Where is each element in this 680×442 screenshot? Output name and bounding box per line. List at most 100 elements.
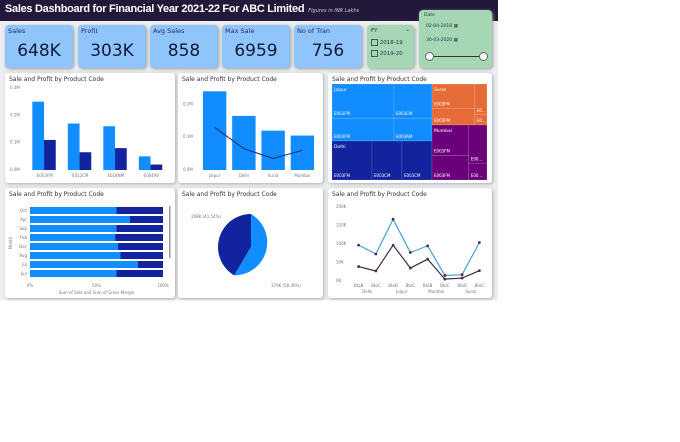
data-point: [357, 265, 361, 268]
x-axis-title: Sum of Sale and Sum of Gross Margin: [59, 290, 135, 295]
series-line: [358, 244, 480, 280]
data-point: [391, 243, 395, 247]
start-date-input[interactable]: 02-04-2018 ▦: [426, 24, 458, 29]
y-tick-label: 0.2M: [10, 112, 20, 117]
x-tick-label: E003FM: [37, 173, 53, 178]
date-label: Date: [424, 13, 435, 18]
kpi-label: Sales: [8, 27, 26, 35]
x-tick-label: 0%: [27, 283, 34, 288]
x-tick-label: BtoB: [457, 283, 467, 288]
chart-title: Sale and Profit by Product Code: [9, 76, 104, 83]
y-tick-label: Dec: [19, 244, 27, 249]
line-chart-channel: 0K 50K 100K 150K 200K BtoB BtoC BtoB BtoC BtoB Bto…: [336, 204, 485, 294]
date-slicer: Date 02-04-2018 ▦ 30-03-2020 ▦: [419, 10, 492, 68]
treemap-tile: [393, 83, 433, 119]
group-label: Mumbai: [434, 128, 452, 134]
group-label: Jaipur: [395, 289, 408, 294]
tile-label: E003FM: [434, 102, 450, 107]
end-date: 30-03-2020: [426, 38, 453, 43]
y-tick-label: 0.0M: [10, 167, 20, 172]
margin-bar: [129, 216, 163, 223]
end-date-input[interactable]: 30-03-2020 ▦: [426, 38, 458, 43]
tile-label: E003FM: [334, 134, 350, 139]
sales-bar: [30, 234, 116, 241]
margin-bar: [116, 225, 163, 232]
dashboard: Sales Dashboard for Financial Year 2021-…: [0, 0, 498, 300]
chart-title: Sale and Profit by Product Code: [332, 76, 427, 83]
kpi-sales: Sales 648K: [5, 25, 73, 68]
y-tick-label: Aug: [19, 253, 27, 258]
y-tick-label: Oct: [20, 208, 27, 213]
sales-bar: [261, 130, 285, 170]
x-tick-label: BtoC: [475, 283, 485, 288]
y-tick-label: 0.1M: [10, 140, 20, 145]
sales-bar: [30, 225, 117, 232]
slice-label: 379K (58.46%): [271, 283, 301, 288]
sales-bar: [67, 123, 80, 170]
y-tick-label: Feb: [20, 235, 28, 240]
data-point: [408, 266, 412, 270]
y-tick-label: 0.1M: [183, 134, 193, 139]
margin-bar: [120, 252, 163, 259]
group-label: Mumbai: [428, 289, 444, 294]
profit-bar: [115, 148, 127, 170]
kpi-profit: Profit 303K: [78, 25, 146, 68]
kpi-value: 303K: [90, 41, 134, 61]
fy-option-2019-20[interactable]: 2019-20: [371, 50, 403, 57]
chart-title: Sale and Profit by Product Code: [332, 191, 427, 198]
title-bar: Sales Dashboard for Financial Year 2021-…: [0, 0, 498, 21]
scrollbar[interactable]: [169, 206, 171, 258]
checkbox[interactable]: [371, 50, 378, 57]
data-point: [408, 251, 412, 254]
profit-bar: [79, 152, 92, 170]
y-tick-label: 0K: [336, 278, 342, 283]
sales-bar: [290, 135, 315, 170]
kpi-value: 756: [311, 41, 345, 61]
chevron-down-icon[interactable]: ⌄: [405, 27, 410, 33]
x-tick-label: E018NM: [107, 173, 124, 178]
stacked-bar-chart-month: Oct Apr Sep Feb Dec Aug Jul Jun 0% 50% 100% Sum of …: [8, 206, 171, 295]
date-range-slider[interactable]: [429, 56, 482, 57]
x-tick-label: Mumbai: [294, 173, 310, 178]
kpi-value: 6959: [234, 41, 278, 61]
x-tick-label: E004AV: [144, 173, 160, 178]
tile-label: E003CM: [374, 173, 391, 178]
y-tick-label: 150K: [336, 223, 347, 228]
page-subtitle: Figures in INR Lakhs: [308, 8, 360, 14]
sales-bar: [232, 115, 256, 170]
tile-label: E003FM: [434, 148, 450, 153]
data-point: [426, 257, 430, 261]
treemap-tile: [468, 163, 488, 181]
tile-label: E003FM: [434, 118, 450, 123]
chart-card-5: Sale and Profit by Product Code 269K (41.…: [178, 188, 323, 298]
chart-title: Sale and Profit by Product Code: [9, 191, 104, 198]
chart-title: Sale and Profit by Product Code: [182, 76, 277, 83]
slider-handle-start[interactable]: [425, 52, 434, 61]
margin-bar: [116, 270, 163, 277]
fy-option-2018-19[interactable]: 2018-19: [371, 39, 403, 46]
chart-card-6: Sale and Profit by Product Code 0K 50K 100K…: [328, 188, 492, 298]
y-tick-label: 0.2M: [183, 101, 193, 106]
group-label: Surat: [465, 289, 476, 294]
data-point: [477, 241, 481, 244]
sales-bar: [30, 207, 117, 214]
tile-label: E00...: [471, 173, 482, 178]
x-tick-label: BtoB: [388, 283, 398, 288]
kpi-label: Avg Sales: [153, 27, 185, 35]
chart-title: Sale and Profit by Product Code: [182, 191, 277, 198]
calendar-icon[interactable]: ▦: [453, 38, 458, 43]
calendar-icon[interactable]: ▦: [453, 24, 458, 29]
fy-label: FY: [371, 28, 378, 34]
tile-label: E003CM: [404, 173, 421, 178]
margin-bar: [116, 207, 163, 214]
pie-slice: [234, 214, 268, 276]
tile-label: E0...: [477, 118, 486, 123]
y-tick-label: Apr: [20, 217, 27, 222]
slider-handle-end[interactable]: [479, 52, 488, 61]
x-tick-label: Jaipur: [208, 173, 221, 178]
kpi-value: 858: [167, 41, 201, 61]
checkbox[interactable]: [371, 39, 378, 46]
chart-card-4: Sale and Profit by Product Code Oct Apr Sep…: [5, 188, 175, 298]
x-tick-label: 50%: [92, 283, 101, 288]
combo-chart-city: 0.0M 0.1M 0.2M Jaipur Delhi Surat Mumbai: [183, 91, 315, 178]
